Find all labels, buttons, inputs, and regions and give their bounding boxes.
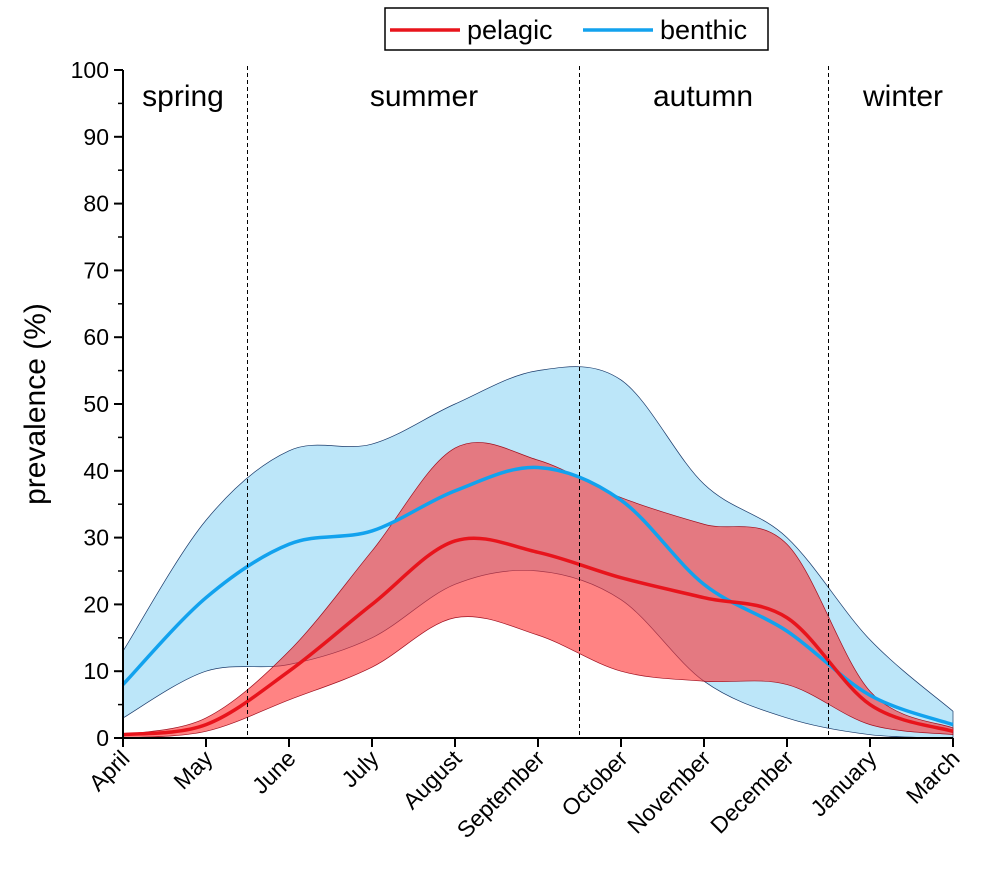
y-tick-label: 90 <box>83 124 109 150</box>
y-tick-label: 80 <box>83 191 109 217</box>
x-tick-label: August <box>398 745 467 814</box>
x-tick-label: November <box>622 745 716 839</box>
y-tick-label: 100 <box>71 57 109 83</box>
season-label: summer <box>370 80 478 113</box>
x-tick-label: December <box>705 745 799 839</box>
legend-label: benthic <box>660 15 747 45</box>
x-tick-label: March <box>901 745 965 809</box>
y-tick-label: 30 <box>83 525 109 551</box>
y-tick-label: 10 <box>83 658 109 684</box>
y-tick-label: 70 <box>83 257 109 283</box>
x-tick-label: April <box>84 745 135 796</box>
y-tick-label: 0 <box>96 725 109 751</box>
series-line <box>121 465 954 727</box>
season-label: winter <box>862 80 943 113</box>
y-tick-label: 60 <box>83 324 109 350</box>
x-tick-label: June <box>247 745 301 799</box>
x-tick-label: July <box>336 745 384 793</box>
series-line <box>122 536 954 737</box>
legend-label: pelagic <box>467 15 553 45</box>
y-tick-label: 40 <box>83 458 109 484</box>
x-tick-label: October <box>556 745 632 821</box>
confidence-band <box>122 442 954 739</box>
x-tick-label: September <box>452 745 550 843</box>
plot-area <box>121 366 954 739</box>
y-tick-label: 20 <box>83 591 109 617</box>
y-tick-label: 50 <box>83 391 109 417</box>
season-label: autumn <box>653 80 753 113</box>
x-tick-label: January <box>805 745 882 822</box>
x-tick-label: May <box>168 745 217 794</box>
season-label: spring <box>142 80 224 113</box>
y-axis-label: prevalence (%) <box>19 303 52 505</box>
